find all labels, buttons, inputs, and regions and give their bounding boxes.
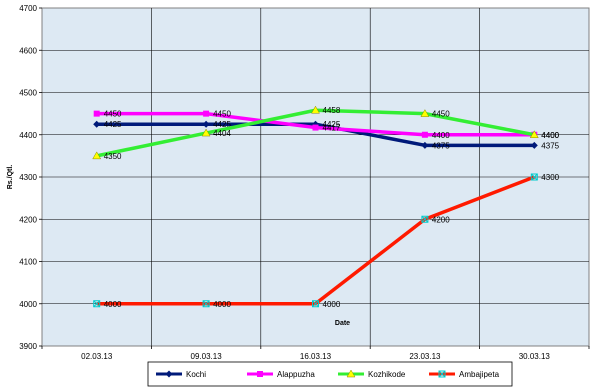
point-marker <box>203 110 210 117</box>
point-marker <box>346 369 356 378</box>
point-marker <box>530 173 538 181</box>
point-marker <box>165 370 173 378</box>
data-label: 4425 <box>323 120 341 129</box>
point-marker <box>529 130 539 138</box>
data-label: 4404 <box>213 129 231 138</box>
series-ambajipeta: 4000 4000 4000 4200 4300 <box>93 173 560 309</box>
y-axis-label: Rs./Qtl. <box>7 165 14 190</box>
x-axis: 02.03.13 09.03.13 16.03.13 23.03.13 30.03.13 <box>41 346 590 361</box>
data-label: 4300 <box>541 173 559 182</box>
point-marker <box>312 300 319 308</box>
y-tick-label: 4000 <box>19 300 37 309</box>
point-marker <box>93 300 101 308</box>
series-group: 4425 4425 4425 4375 4375 4450 4450 4417 4400 4400… <box>92 105 560 309</box>
data-label: 4458 <box>323 106 341 115</box>
x-tick-label: 23.03.13 <box>409 352 441 361</box>
data-label: 4425 <box>213 120 231 129</box>
point-marker <box>202 120 210 128</box>
point-marker <box>257 371 263 377</box>
y-tick-label: 4700 <box>19 4 37 13</box>
y-tick-label: 4600 <box>19 46 37 55</box>
legend-label: Ambajipeta <box>459 370 500 379</box>
legend-item-ambajipeta: Ambajipeta <box>429 370 500 379</box>
data-label: 4000 <box>323 300 341 309</box>
point-marker <box>312 300 319 308</box>
point-marker <box>202 300 210 308</box>
point-marker <box>202 300 210 308</box>
y-tick-label: 4100 <box>19 258 37 267</box>
data-label: 4200 <box>432 215 450 224</box>
data-label: 4450 <box>213 110 231 119</box>
data-label: 4400 <box>432 131 450 140</box>
point-marker <box>92 151 102 160</box>
legend-label: Kozhikode <box>368 370 406 379</box>
point-marker <box>530 173 538 181</box>
point-marker <box>420 109 430 117</box>
point-marker <box>421 141 429 149</box>
y-tick-label: 4500 <box>19 89 37 98</box>
legend-item-alappuzha: Alappuzha <box>247 370 315 379</box>
data-label: 4375 <box>541 141 559 150</box>
x-tick-label: 02.03.13 <box>81 352 113 361</box>
point-marker <box>93 120 101 128</box>
point-marker <box>530 141 538 149</box>
data-label: 4425 <box>104 120 122 129</box>
y-tick-label: 4400 <box>19 131 37 140</box>
data-label: 4417 <box>323 124 341 133</box>
x-axis-label: Date <box>335 320 350 327</box>
data-label: 4000 <box>213 300 231 309</box>
legend-label: Kochi <box>186 370 206 379</box>
y-tick-label: 4300 <box>19 173 37 182</box>
data-label: 4375 <box>432 141 450 150</box>
data-label: 4400 <box>541 131 559 140</box>
x-tick-label: 16.03.13 <box>300 352 332 361</box>
point-marker <box>421 131 428 138</box>
legend-item-kozhikode: Kozhikode <box>338 369 406 379</box>
point-marker <box>201 128 211 137</box>
x-tick-label: 09.03.13 <box>191 352 223 361</box>
y-axis: 3900 4000 4100 4200 4300 4400 4500 4600 4700 <box>19 4 42 351</box>
point-marker <box>93 300 101 308</box>
data-label: 4450 <box>104 110 122 119</box>
point-marker <box>438 370 446 378</box>
point-marker <box>312 124 319 131</box>
legend-label: Alappuzha <box>277 370 315 379</box>
data-label: 4450 <box>432 110 450 119</box>
point-marker <box>421 215 429 223</box>
series-kozhikode: 4350 4404 4458 4450 4400 <box>92 105 560 161</box>
y-tick-label: 3900 <box>19 342 37 351</box>
point-marker <box>421 215 429 223</box>
legend-item-kochi: Kochi <box>156 370 206 379</box>
point-marker <box>311 105 320 114</box>
point-marker <box>93 110 100 117</box>
y-tick-label: 4200 <box>19 215 37 224</box>
legend: Kochi Alappuzha Kozhikode Ambajipeta <box>147 361 513 387</box>
data-label: 4000 <box>104 300 122 309</box>
point-marker <box>438 370 446 378</box>
data-label: 4350 <box>104 152 122 161</box>
series-kochi: 4425 4425 4425 4375 4375 <box>93 120 560 150</box>
x-tick-label: 30.03.13 <box>519 352 551 361</box>
data-label: 4400 <box>541 131 559 140</box>
